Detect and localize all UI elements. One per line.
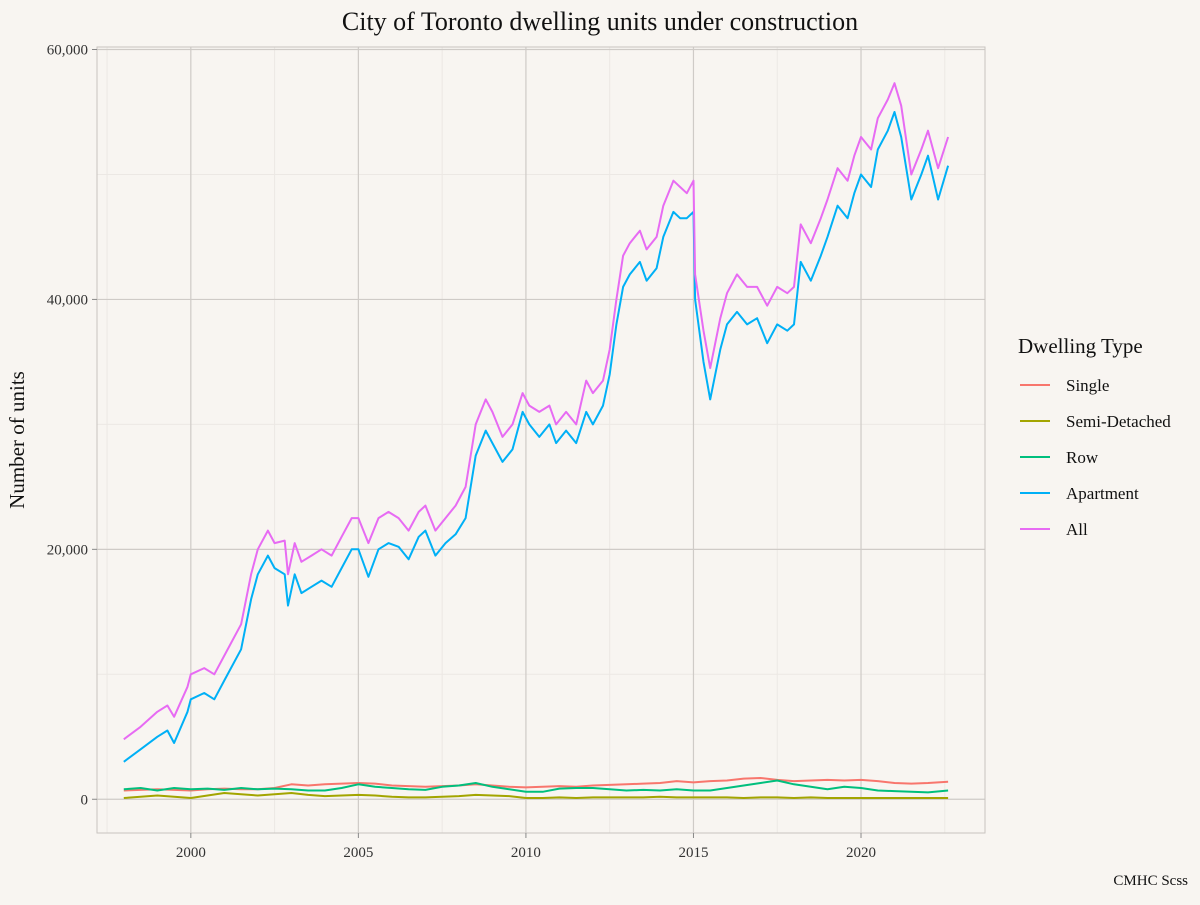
series-line-all: [123, 82, 950, 741]
legend-label: Apartment: [1066, 484, 1139, 503]
series-layer: [123, 82, 950, 799]
series-line-apartment: [123, 111, 950, 763]
chart-title: City of Toronto dwelling units under con…: [342, 7, 858, 36]
axis-layer: 2000 2005 2010 2015 2020 0 20,000 40,000 60,000: [47, 42, 876, 861]
legend: Dwelling Type Single Semi-Detached Row Apar…: [1018, 334, 1171, 539]
legend-label: Single: [1066, 376, 1109, 395]
y-tick-label: 40,000: [47, 292, 88, 308]
y-tick-label: 0: [81, 792, 89, 808]
plot-frame: [96, 46, 986, 834]
legend-label: Semi-Detached: [1066, 412, 1171, 431]
y-axis-label: Number of units: [5, 371, 29, 509]
legend-title: Dwelling Type: [1018, 334, 1143, 358]
x-tick-label: 2010: [511, 845, 541, 861]
chart-caption: CMHC Scss: [1113, 873, 1188, 889]
series-line-row: [123, 779, 949, 794]
x-tick-label: 2005: [343, 845, 373, 861]
x-tick-label: 2020: [846, 845, 876, 861]
y-tick-label: 60,000: [47, 42, 88, 58]
legend-items: Single Semi-Detached Row Apartment All: [1020, 376, 1171, 539]
legend-label: All: [1066, 520, 1088, 539]
series-line-semi-detached: [123, 792, 949, 799]
legend-label: Row: [1066, 448, 1099, 467]
y-tick-label: 20,000: [47, 542, 88, 558]
x-tick-label: 2000: [176, 845, 206, 861]
x-tick-label: 2015: [678, 845, 708, 861]
